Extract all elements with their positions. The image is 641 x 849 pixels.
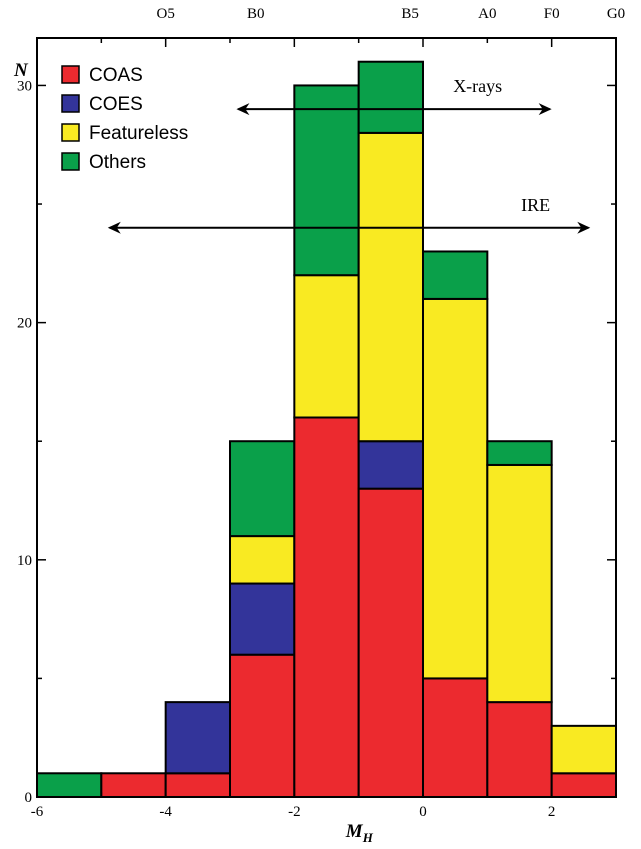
annotation-ire: IRE <box>521 195 550 215</box>
top-axis-label-b0: B0 <box>247 6 265 22</box>
bar-featureless-5 <box>357 131 424 443</box>
bar-coas-7 <box>486 701 553 798</box>
bar-coas-8 <box>550 772 618 798</box>
x-tick-label: 0 <box>419 804 427 820</box>
arrow-ire-right-head <box>577 221 591 234</box>
bar-coas-3 <box>229 653 296 798</box>
bar-featureless-7 <box>486 463 553 704</box>
bar-featureless-6 <box>422 297 489 680</box>
arrow-xrays-left-head <box>236 103 250 116</box>
bar-featureless-8 <box>550 724 618 775</box>
x-axis-title-subscript: H <box>362 830 374 845</box>
x-tick-label: -6 <box>31 804 44 820</box>
legend-swatch-coas <box>61 65 80 84</box>
legend-label-others: Others <box>89 152 146 173</box>
legend-swatch-featureless <box>61 123 80 142</box>
legend: COAS COES Featureless Others <box>61 65 188 173</box>
top-axis-label-f0: F0 <box>544 6 560 22</box>
y-tick-label: 30 <box>17 78 32 94</box>
y-axis-title: N <box>13 60 29 81</box>
x-axis-title-main: M <box>345 821 364 842</box>
x-tick-label: -2 <box>288 804 301 820</box>
x-tick-label: -4 <box>159 804 172 820</box>
arrow-xrays-right-head <box>538 103 552 116</box>
top-axis-label-o5: O5 <box>156 6 174 22</box>
annotations-layer: X-rays IRE <box>107 76 591 234</box>
bar-others-0 <box>36 772 103 798</box>
bar-coas-4 <box>293 416 360 798</box>
x-axis-title: MH <box>345 821 374 845</box>
legend-swatch-coes <box>61 94 80 113</box>
bar-coas-6 <box>422 677 489 798</box>
legend-swatch-others <box>61 152 80 171</box>
bar-coes-5 <box>357 440 424 490</box>
bar-coas-2 <box>164 772 232 798</box>
bar-others-4 <box>293 84 360 277</box>
y-tick-label: 10 <box>17 553 32 569</box>
bar-others-7 <box>486 440 553 466</box>
arrow-ire-left-head <box>107 221 121 234</box>
top-axis-label-a0: A0 <box>478 6 496 22</box>
bar-others-6 <box>422 250 489 300</box>
legend-label-coes: COES <box>89 94 143 115</box>
bar-coes-2 <box>164 701 232 775</box>
bar-coes-3 <box>229 582 296 656</box>
plot-frame <box>36 37 617 798</box>
bar-coas-1 <box>100 772 167 798</box>
legend-label-featureless: Featureless <box>89 123 188 144</box>
y-tick-label: 20 <box>17 316 32 332</box>
legend-label-coas: COAS <box>89 65 143 86</box>
bar-featureless-4 <box>293 274 360 419</box>
y-tick-label: 0 <box>25 790 33 806</box>
bar-featureless-3 <box>229 535 296 585</box>
top-axis-label-b5: B5 <box>401 6 419 22</box>
bar-coas-5 <box>357 487 424 798</box>
bar-others-3 <box>229 440 296 538</box>
bar-others-5 <box>357 60 424 134</box>
annotation-xrays: X-rays <box>453 76 502 96</box>
bars-layer <box>36 60 618 798</box>
x-tick-label: 2 <box>548 804 556 820</box>
top-axis-label-g0: G0 <box>607 6 625 22</box>
